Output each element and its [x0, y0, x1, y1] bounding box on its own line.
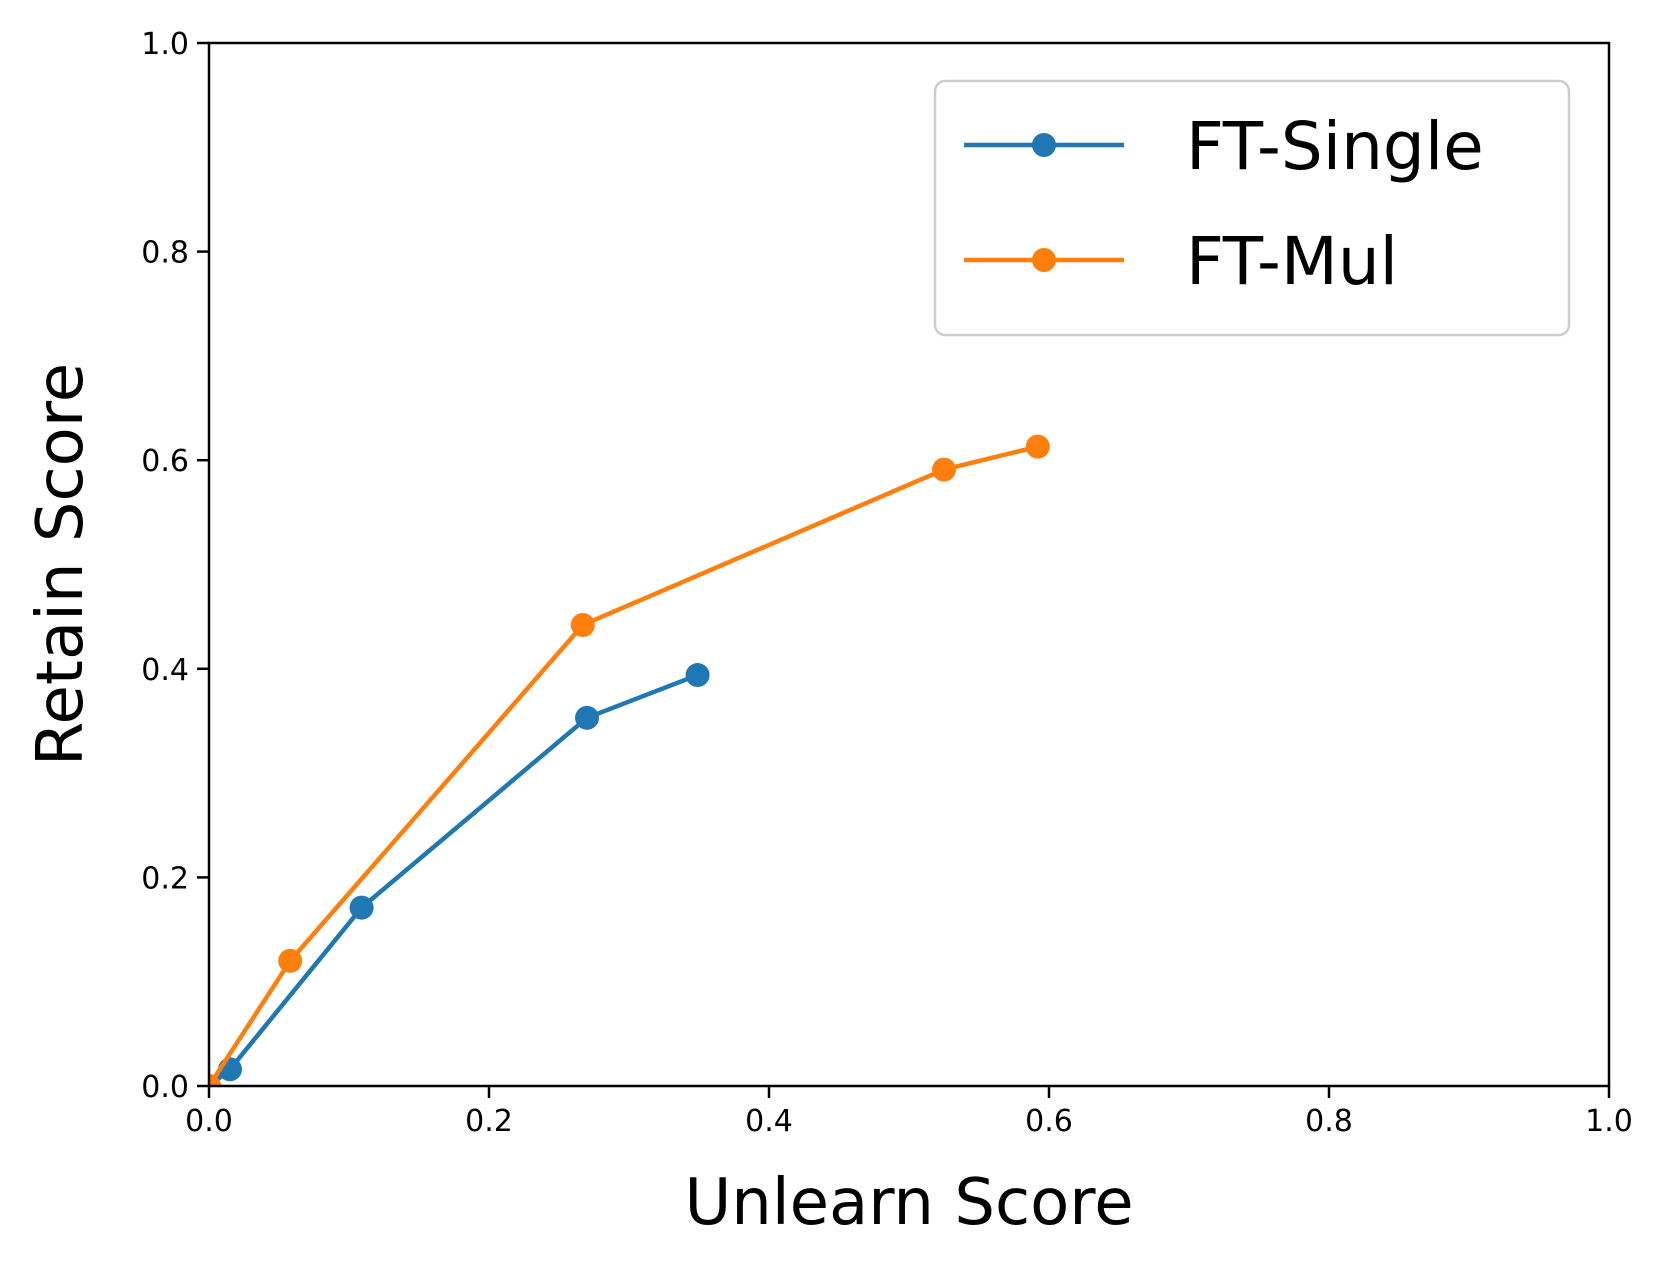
- x-tick-label-4: 0.8: [1305, 1104, 1353, 1139]
- y-axis-label: Retain Score: [24, 363, 98, 766]
- x-tick-label-3: 0.6: [1025, 1104, 1073, 1139]
- series-1-point-4: [1025, 434, 1050, 459]
- legend-marker-1: [1032, 248, 1056, 272]
- x-tick-label-1: 0.2: [465, 1104, 513, 1139]
- legend-label-0: FT-Single: [1186, 108, 1484, 185]
- series-1-point-1: [278, 948, 303, 973]
- series-0-point-4: [685, 663, 710, 688]
- series-line-0: [209, 672, 699, 1086]
- x-tick-label-0: 0.0: [185, 1104, 233, 1139]
- series-1-point-3: [932, 457, 956, 482]
- series-line-1: [209, 444, 1039, 1086]
- x-tick-label-2: 0.4: [745, 1104, 793, 1139]
- legend: FT-Single FT-Mul: [933, 79, 1571, 337]
- y-tick-label-5: 1.0: [141, 27, 189, 62]
- series-0-point-2: [349, 895, 374, 920]
- x-axis-label: Unlearn Score: [684, 1166, 1133, 1240]
- y-tick-label-2: 0.4: [141, 653, 189, 688]
- series-1-point-0: [209, 1074, 221, 1086]
- series-0-point-3: [575, 705, 599, 730]
- y-tick-label-3: 0.6: [141, 444, 189, 479]
- legend-marker-0: [1032, 133, 1056, 157]
- y-tick-label-4: 0.8: [141, 236, 189, 271]
- legend-label-1: FT-Mul: [1186, 223, 1398, 300]
- plot-frame: [207, 41, 1611, 1088]
- y-tick-label-1: 0.2: [141, 861, 189, 896]
- y-tick-label-0: 0.0: [141, 1070, 189, 1105]
- x-axis: 0.0 0.2 0.4 0.6 0.8 1.0: [185, 1086, 1633, 1139]
- x-tick-label-5: 1.0: [1585, 1104, 1633, 1139]
- plot-marks: [209, 434, 1050, 1086]
- series-1-point-2: [570, 612, 595, 637]
- y-axis: 0.0 0.2 0.4 0.6 0.8 1.0: [141, 27, 209, 1105]
